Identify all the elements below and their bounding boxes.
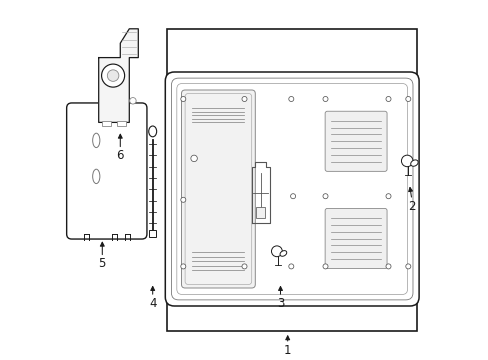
Circle shape — [129, 98, 136, 104]
Circle shape — [102, 64, 124, 87]
Bar — [102, 121, 111, 126]
Text: 3: 3 — [276, 297, 284, 310]
Ellipse shape — [93, 133, 100, 148]
Circle shape — [322, 194, 327, 199]
Circle shape — [385, 264, 390, 269]
Ellipse shape — [148, 126, 156, 137]
FancyBboxPatch shape — [66, 103, 146, 239]
Circle shape — [405, 264, 410, 269]
Polygon shape — [99, 29, 138, 122]
FancyBboxPatch shape — [165, 72, 418, 306]
Circle shape — [271, 246, 282, 257]
Text: 2: 2 — [407, 200, 415, 213]
Circle shape — [288, 96, 293, 102]
Circle shape — [242, 264, 246, 269]
Bar — [167, 29, 416, 331]
Circle shape — [401, 155, 412, 167]
Circle shape — [181, 197, 185, 202]
FancyBboxPatch shape — [325, 208, 386, 269]
Circle shape — [242, 96, 246, 102]
FancyBboxPatch shape — [325, 111, 386, 171]
Circle shape — [322, 264, 327, 269]
Circle shape — [385, 96, 390, 102]
Ellipse shape — [410, 160, 417, 166]
Circle shape — [322, 96, 327, 102]
Text: 6: 6 — [116, 149, 124, 162]
Text: 1: 1 — [284, 344, 291, 357]
Circle shape — [181, 264, 185, 269]
Circle shape — [288, 264, 293, 269]
Text: 4: 4 — [149, 297, 156, 310]
Circle shape — [385, 194, 390, 199]
Ellipse shape — [93, 169, 100, 184]
FancyBboxPatch shape — [181, 90, 255, 288]
Bar — [256, 207, 265, 218]
Circle shape — [405, 96, 410, 102]
Circle shape — [290, 194, 295, 199]
Text: 5: 5 — [99, 257, 106, 270]
Circle shape — [190, 155, 197, 162]
Bar — [149, 230, 156, 237]
Circle shape — [181, 96, 185, 102]
Bar — [117, 121, 125, 126]
Circle shape — [107, 70, 119, 81]
Ellipse shape — [280, 251, 286, 256]
